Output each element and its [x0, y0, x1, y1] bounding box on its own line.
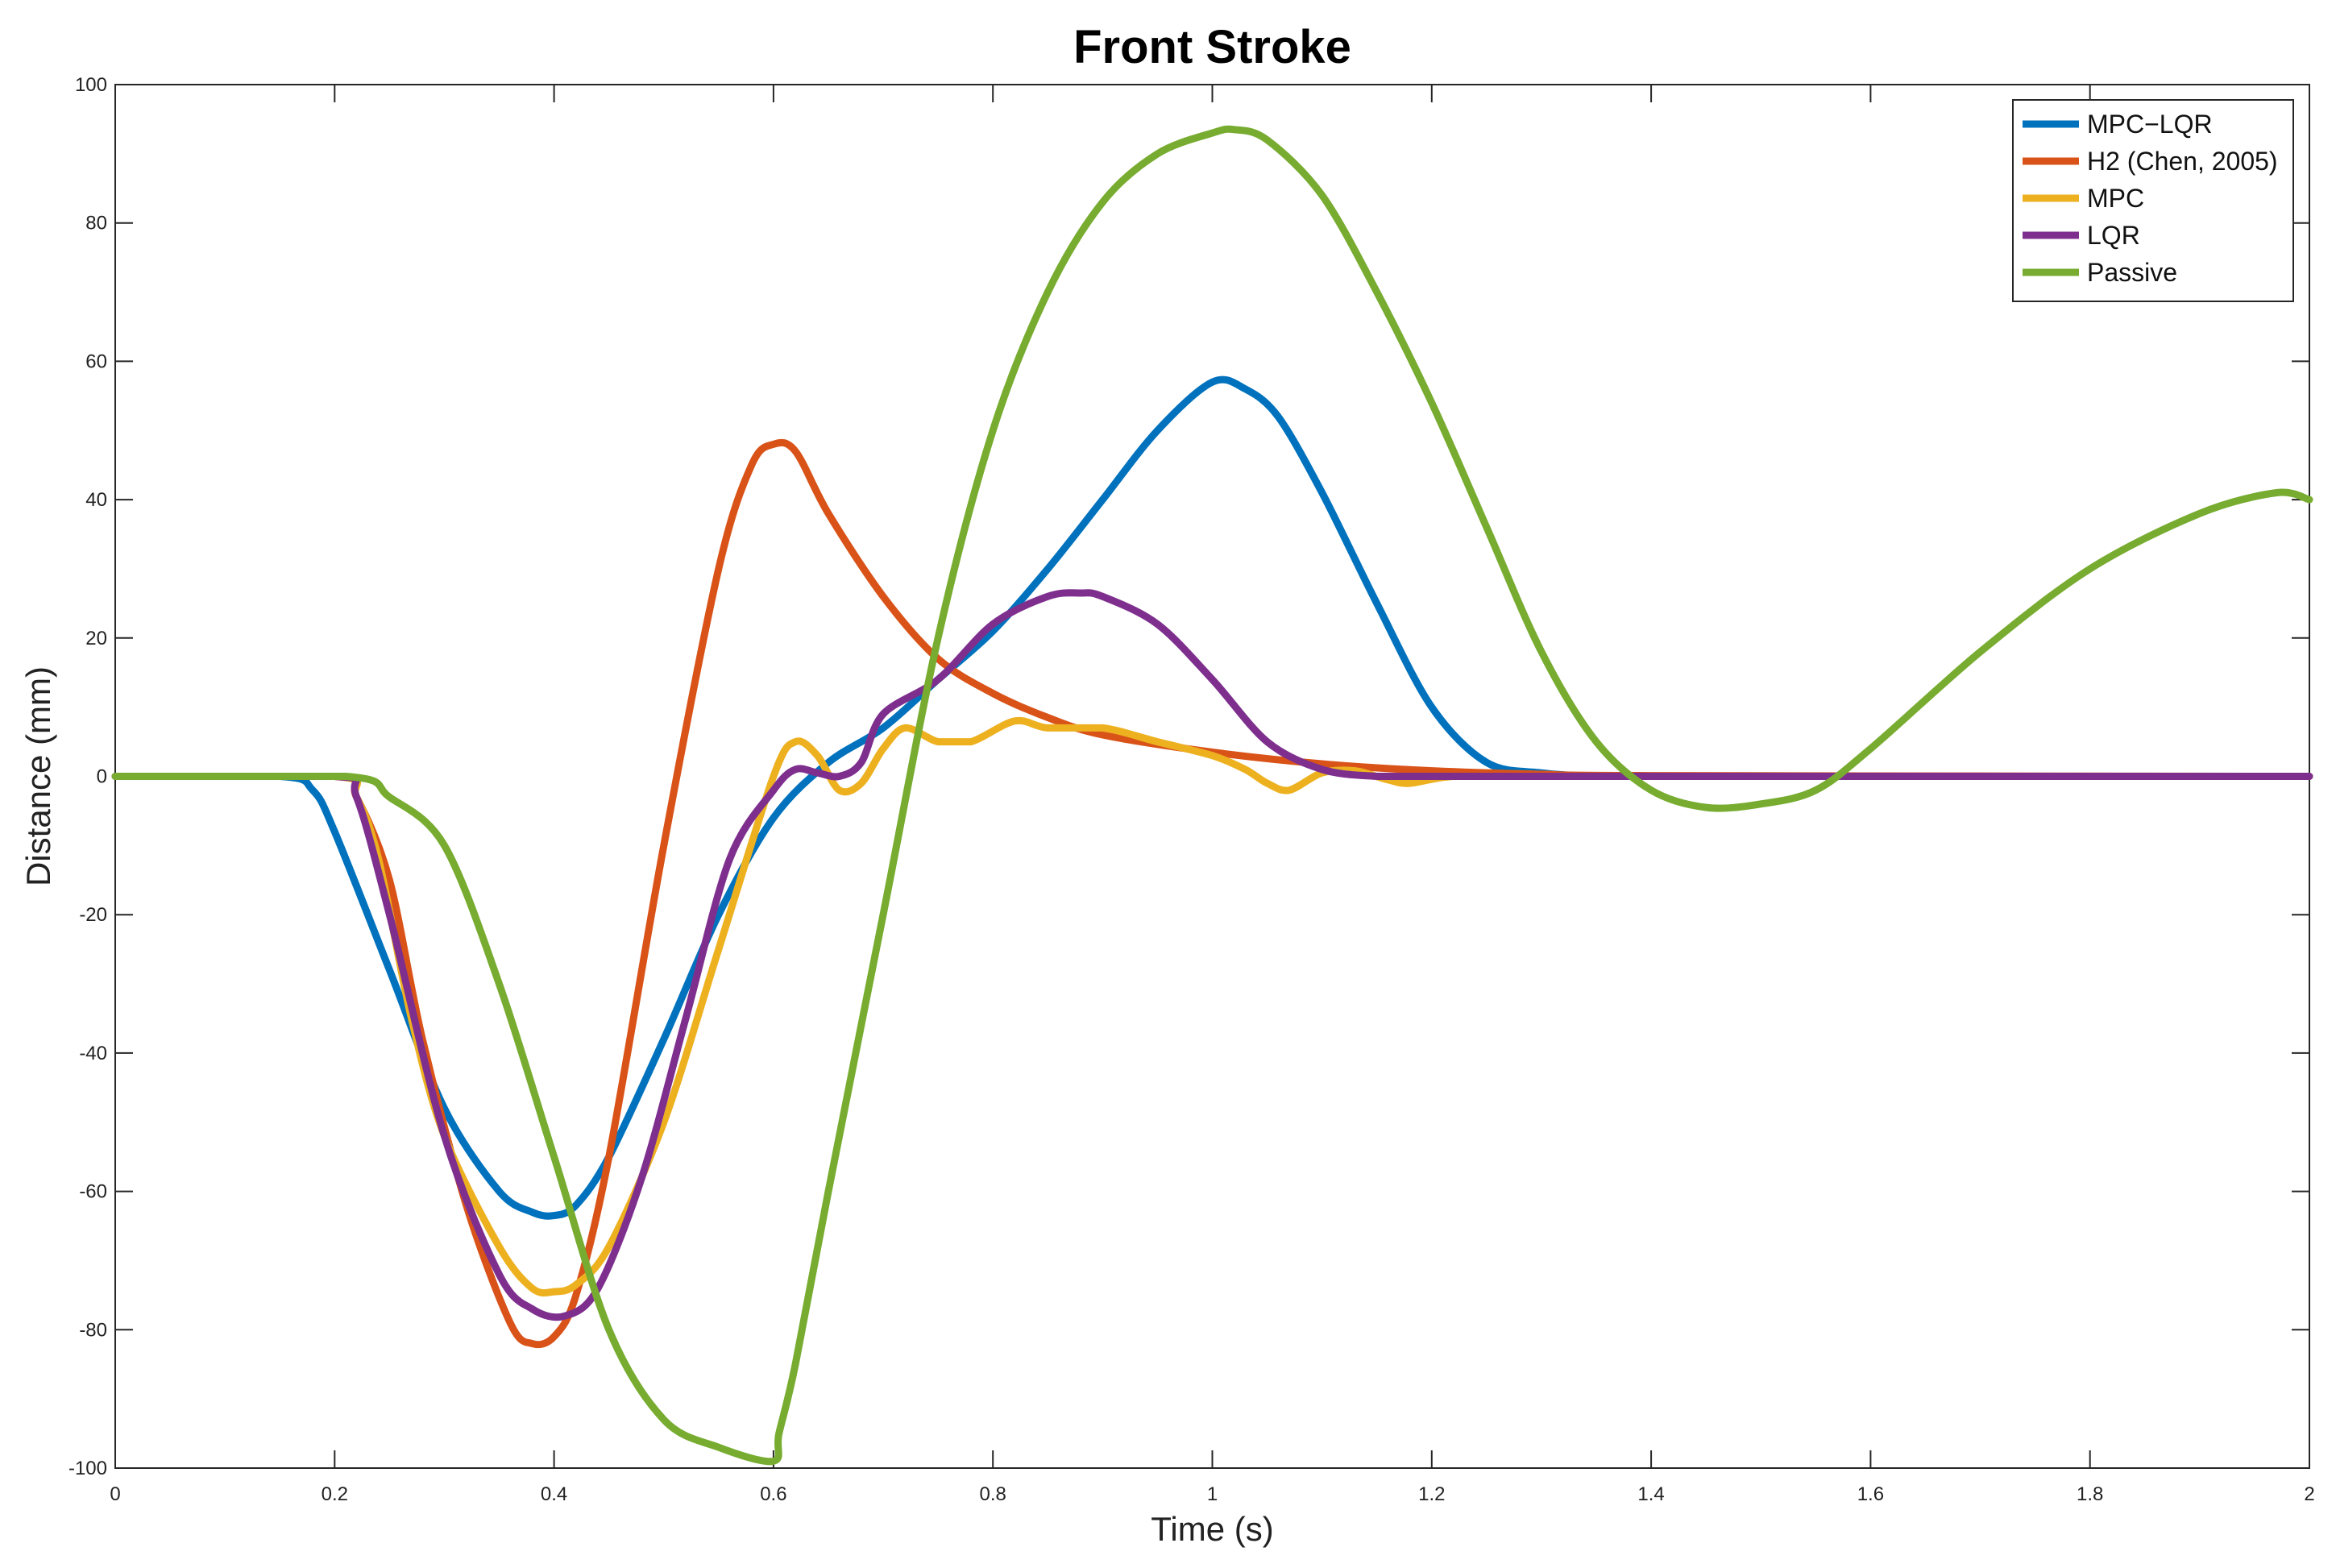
- x-tick-label: 1.8: [2077, 1483, 2103, 1505]
- x-tick-label: 1.6: [1857, 1483, 1884, 1505]
- legend: MPC−LQR H2 (Chen, 2005) MPC LQR Passive: [2012, 99, 2294, 302]
- legend-entry-label: LQR: [2087, 221, 2140, 250]
- x-axis-label: Time (s): [1151, 1510, 1273, 1548]
- x-tick-label: 0.6: [760, 1483, 786, 1505]
- legend-entry-label: H2 (Chen, 2005): [2087, 147, 2278, 176]
- y-tick-label: 60: [85, 351, 107, 372]
- x-tick-label: 0.2: [322, 1483, 348, 1505]
- y-tick-label: -80: [79, 1319, 107, 1341]
- series-line-lqr: [111, 589, 2313, 1321]
- y-tick-label: 100: [75, 74, 107, 96]
- y-tick-label: -100: [68, 1458, 107, 1479]
- x-tick-label: 1.4: [1637, 1483, 1664, 1505]
- y-tick-label: 80: [85, 213, 107, 234]
- legend-entry-label: Passive: [2087, 258, 2177, 287]
- y-axis-label: Distance (mm): [19, 666, 57, 886]
- x-tick-label: 1: [1207, 1483, 1218, 1505]
- x-axis-ticks: 0 0.2 0.4 0.6 0.8 1 1.2 1.4 1.6 1.8 2: [110, 85, 2315, 1505]
- y-tick-label: -20: [79, 904, 107, 926]
- chart-title: Front Stroke: [1073, 21, 1351, 73]
- y-axis-ticks: -100 -80 -60 -40 -20 0 20 40 60 80 100: [68, 74, 2309, 1479]
- x-tick-label: 0: [110, 1483, 120, 1505]
- y-tick-label: -60: [79, 1181, 107, 1203]
- y-tick-label: -40: [79, 1043, 107, 1064]
- legend-entry-label: MPC−LQR: [2087, 110, 2213, 139]
- y-tick-label: 40: [85, 489, 107, 511]
- legend-entry-label: MPC: [2087, 184, 2144, 213]
- y-tick-label: 0: [97, 766, 107, 788]
- series-line-passive: [111, 125, 2313, 1466]
- x-tick-label: 1.2: [1418, 1483, 1445, 1505]
- x-tick-label: 2: [2304, 1483, 2314, 1505]
- x-tick-label: 0.8: [980, 1483, 1006, 1505]
- y-tick-label: 20: [85, 628, 107, 649]
- series-lines: [111, 125, 2313, 1466]
- x-tick-label: 0.4: [541, 1483, 567, 1505]
- plot-area: 0 0.2 0.4 0.6 0.8 1 1.2 1.4 1.6 1.8 2 -100 -80 -60 -4…: [68, 74, 2315, 1505]
